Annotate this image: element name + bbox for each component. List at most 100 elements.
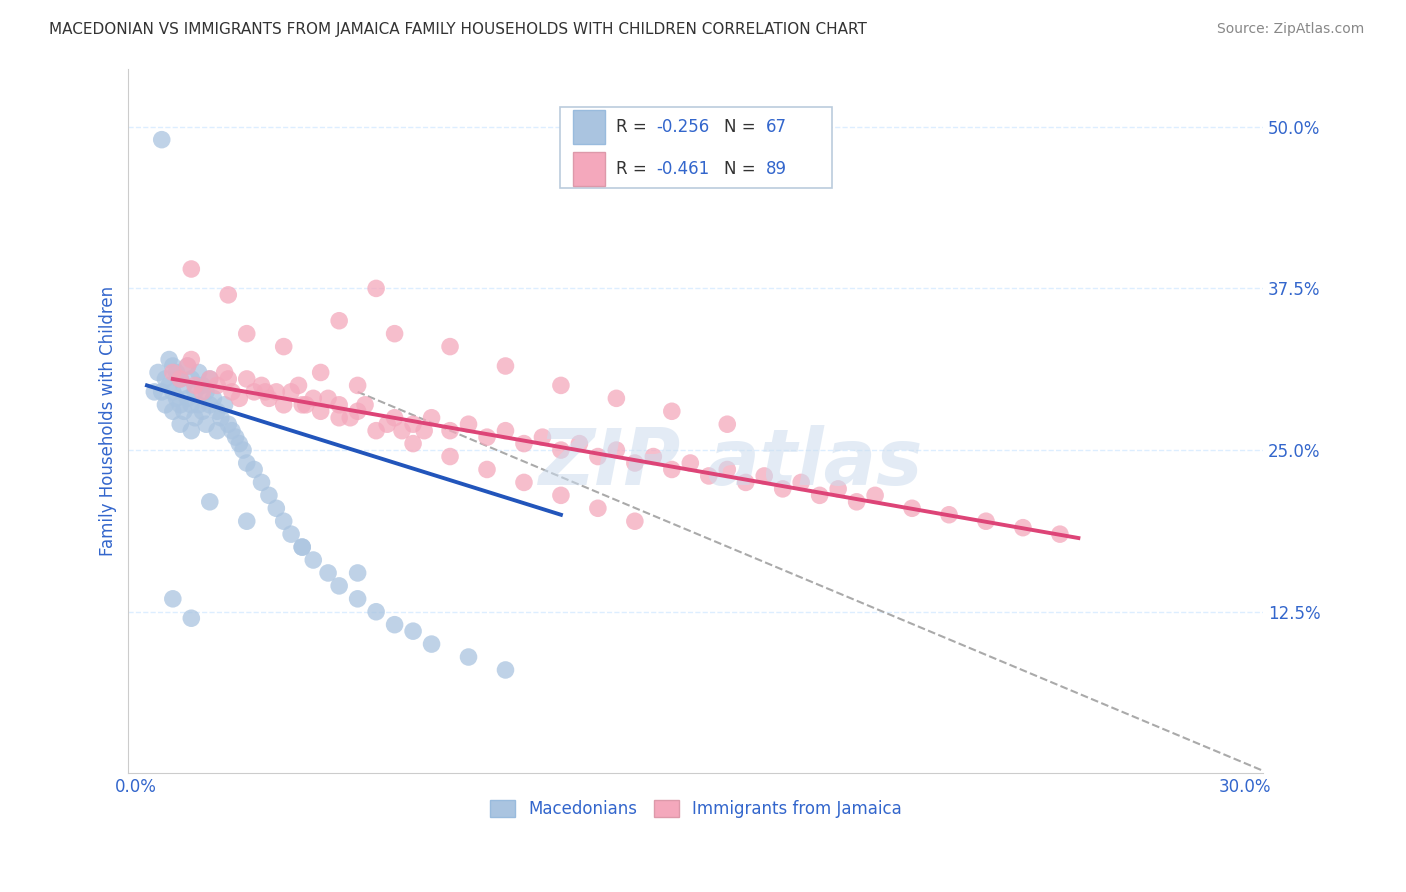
Point	[302, 392, 325, 406]
Point	[624, 456, 647, 470]
Point	[235, 372, 257, 386]
Point	[166, 392, 188, 406]
Point	[316, 392, 339, 406]
Point	[291, 540, 314, 554]
Point	[214, 366, 236, 380]
Point	[257, 488, 280, 502]
Point	[180, 424, 202, 438]
Point	[280, 384, 302, 399]
Point	[661, 462, 683, 476]
Point	[162, 404, 184, 418]
Point	[228, 392, 250, 406]
Point	[661, 404, 683, 418]
Point	[243, 384, 266, 399]
Point	[384, 617, 406, 632]
Point	[169, 372, 191, 386]
Point	[195, 417, 218, 432]
Point	[180, 398, 202, 412]
Point	[273, 398, 295, 412]
Text: Source: ZipAtlas.com: Source: ZipAtlas.com	[1216, 22, 1364, 37]
Text: 89: 89	[766, 161, 787, 178]
Point	[346, 591, 368, 606]
Point	[205, 378, 228, 392]
Point	[217, 372, 239, 386]
Point	[187, 366, 209, 380]
Point	[568, 436, 591, 450]
Point	[974, 514, 997, 528]
Point	[457, 650, 479, 665]
Point	[250, 378, 273, 392]
Point	[180, 262, 202, 277]
Point	[328, 314, 350, 328]
Point	[162, 591, 184, 606]
Point	[176, 359, 198, 373]
Point	[531, 430, 554, 444]
Point	[202, 392, 225, 406]
Point	[198, 495, 221, 509]
Point	[439, 450, 461, 464]
Point	[235, 326, 257, 341]
Point	[346, 404, 368, 418]
Point	[280, 527, 302, 541]
Point	[143, 384, 166, 399]
Point	[166, 366, 188, 380]
Text: MACEDONIAN VS IMMIGRANTS FROM JAMAICA FAMILY HOUSEHOLDS WITH CHILDREN CORRELATIO: MACEDONIAN VS IMMIGRANTS FROM JAMAICA FA…	[49, 22, 868, 37]
Text: -0.256: -0.256	[657, 118, 710, 136]
Bar	[574, 153, 605, 186]
Point	[938, 508, 960, 522]
Point	[384, 326, 406, 341]
Point	[863, 488, 886, 502]
Point	[550, 443, 572, 458]
Text: -0.461: -0.461	[657, 161, 710, 178]
Point	[420, 410, 443, 425]
Point	[366, 281, 388, 295]
Point	[162, 359, 184, 373]
Point	[328, 410, 350, 425]
Point	[187, 398, 209, 412]
Point	[420, 637, 443, 651]
Point	[605, 443, 627, 458]
Point	[146, 366, 169, 380]
Point	[266, 501, 288, 516]
Point	[191, 384, 214, 399]
Point	[214, 398, 236, 412]
Point	[254, 384, 277, 399]
Point	[221, 424, 243, 438]
Point	[772, 482, 794, 496]
Point	[845, 495, 868, 509]
Point	[316, 566, 339, 580]
Point	[217, 288, 239, 302]
Point	[150, 133, 173, 147]
Point	[586, 450, 609, 464]
Point	[495, 424, 517, 438]
Bar	[574, 110, 605, 144]
Point	[302, 553, 325, 567]
Point	[221, 384, 243, 399]
Point	[808, 488, 831, 502]
Point	[217, 417, 239, 432]
Point	[624, 514, 647, 528]
Point	[169, 417, 191, 432]
Point	[513, 475, 536, 490]
Point	[697, 469, 720, 483]
Point	[180, 611, 202, 625]
Point	[250, 475, 273, 490]
Point	[198, 372, 221, 386]
Point	[205, 404, 228, 418]
Point	[734, 475, 756, 490]
Point	[150, 384, 173, 399]
Point	[273, 340, 295, 354]
Point	[402, 624, 425, 639]
Point	[195, 384, 218, 399]
Point	[205, 424, 228, 438]
Point	[228, 436, 250, 450]
Point	[643, 450, 665, 464]
Point	[225, 430, 247, 444]
Point	[354, 398, 377, 412]
Point	[180, 352, 202, 367]
Point	[173, 378, 195, 392]
Point	[235, 456, 257, 470]
Point	[716, 462, 738, 476]
Point	[176, 392, 198, 406]
Point	[295, 398, 318, 412]
